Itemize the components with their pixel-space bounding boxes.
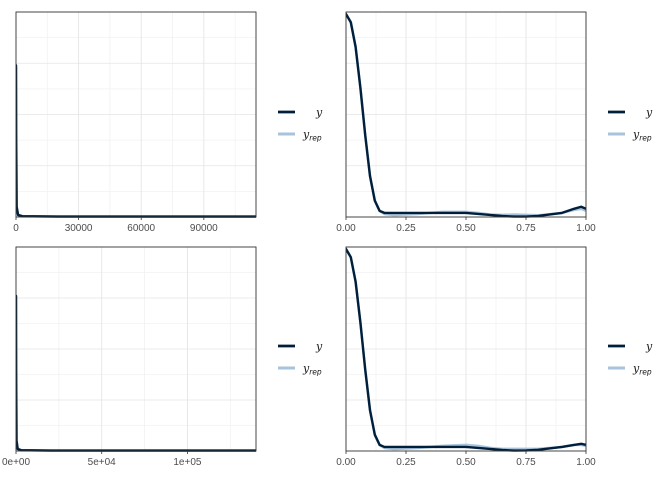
x-tick-label: 0.00	[336, 223, 356, 234]
x-tick-label: 90000	[190, 223, 218, 234]
panel-4: 0.00 0.25 0.50 0.75 1.00	[336, 246, 596, 468]
legend-subscript: rep	[309, 134, 322, 143]
panel-1: 0 30000 60000 90000	[13, 11, 257, 234]
panel-3: 0e+00 5e+04 1e+05	[2, 246, 257, 468]
x-tick-label: 0.50	[456, 457, 476, 468]
x-tick-label: 1e+05	[173, 457, 202, 468]
x-tick-label: 0.25	[396, 223, 416, 234]
x-tick-label: 30000	[65, 223, 93, 234]
series-line-y	[346, 247, 586, 452]
legend-label: y	[645, 106, 653, 119]
legend-label: y	[315, 340, 323, 353]
panel-2: 0.00 0.25 0.50 0.75 1.00	[336, 11, 596, 234]
x-tick-label: 5e+04	[88, 457, 117, 468]
x-tick-label: 0.00	[336, 457, 356, 468]
series-line-y	[346, 12, 586, 218]
legend: y yrep	[608, 106, 653, 143]
x-tick-label: 0	[13, 223, 19, 234]
legend-subscript: rep	[639, 134, 652, 143]
legend-label: y	[645, 340, 653, 353]
legend-label: yrep	[632, 128, 652, 143]
x-tick-label: 0.50	[456, 223, 476, 234]
x-tick-label: 0.75	[516, 457, 536, 468]
legend-subscript: rep	[309, 368, 322, 377]
x-tick-label: 1.00	[576, 457, 596, 468]
legend-label: y	[315, 106, 323, 119]
legend: y yrep	[608, 340, 653, 377]
panel-border	[15, 11, 257, 218]
x-tick-label: 0e+00	[2, 457, 31, 468]
legend-label: yrep	[302, 128, 322, 143]
x-tick-label: 0.75	[516, 223, 536, 234]
x-tick-label: 0.25	[396, 457, 416, 468]
legend: y yrep	[278, 340, 323, 377]
legend-subscript: rep	[639, 368, 652, 377]
x-tick-label: 1.00	[576, 223, 596, 234]
x-tick-label: 60000	[127, 223, 155, 234]
legend: y yrep	[278, 106, 323, 143]
panel-border	[15, 246, 257, 452]
legend-label: yrep	[302, 362, 322, 377]
legend-label: yrep	[632, 362, 652, 377]
